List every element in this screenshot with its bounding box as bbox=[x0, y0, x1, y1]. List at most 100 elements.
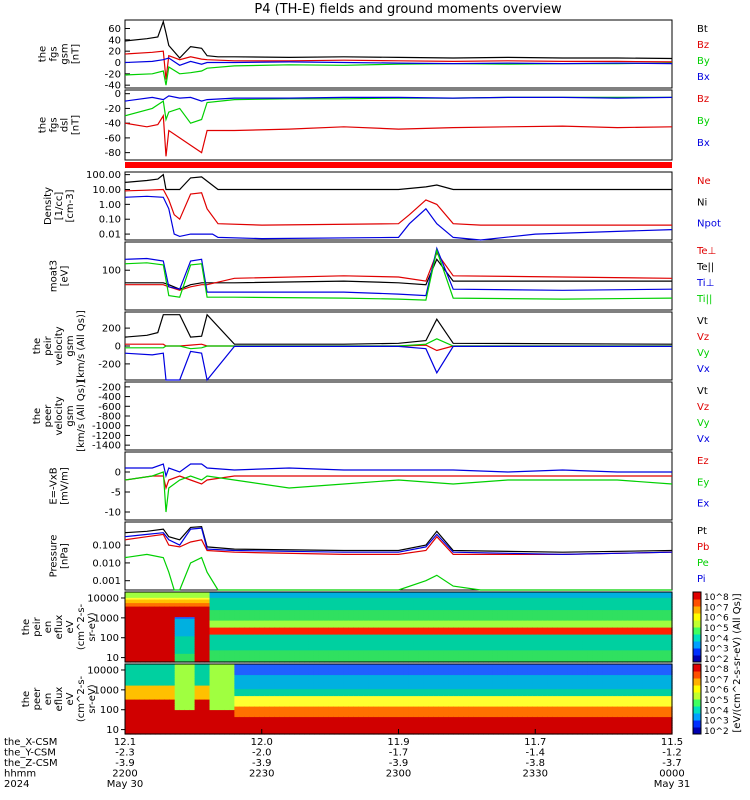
spectrogram-cell bbox=[403, 614, 410, 618]
spectrogram-cell bbox=[358, 630, 365, 633]
spectrogram-cell bbox=[214, 597, 221, 600]
spectrogram-cell bbox=[398, 651, 405, 654]
spectrogram-cell bbox=[408, 642, 415, 646]
spectrogram-cell bbox=[497, 604, 504, 607]
spectrogram-cell bbox=[269, 658, 275, 661]
spectrogram-cell bbox=[139, 648, 146, 651]
spectrogram-cell bbox=[408, 634, 415, 637]
legend-entry: Bx bbox=[697, 138, 710, 149]
spectrogram-cell bbox=[174, 623, 181, 626]
spectrogram-cell bbox=[368, 611, 375, 614]
spectrogram-cell bbox=[318, 614, 325, 618]
spectrogram-cell bbox=[463, 621, 469, 625]
spectrogram-cell bbox=[184, 621, 191, 625]
spectrogram-cell bbox=[323, 653, 330, 656]
spectrogram-cell bbox=[353, 632, 360, 635]
spectrogram-cell bbox=[512, 655, 519, 658]
panel-peer_velocity: the peer velocity gsm [km/s (All Qs)] -200-40… bbox=[32, 380, 710, 452]
spectrogram-cell bbox=[259, 641, 265, 644]
spectrogram-cell bbox=[189, 613, 196, 616]
ylabel-line: [km/s (All Qs)] bbox=[76, 310, 87, 382]
spectrogram-cell bbox=[144, 592, 151, 595]
spectrogram-cell bbox=[363, 660, 370, 663]
spectrogram-cell bbox=[194, 597, 201, 600]
spectrogram-cell bbox=[179, 600, 186, 604]
spectrogram-cell bbox=[388, 637, 395, 640]
spectrogram-cell bbox=[164, 607, 171, 611]
spectrogram-cell bbox=[433, 620, 439, 623]
spectrogram-cell bbox=[373, 592, 380, 595]
legend-entry: Bz bbox=[697, 40, 709, 51]
ytick-label: 200 bbox=[102, 324, 121, 335]
spectrogram-cell bbox=[194, 623, 201, 626]
spectrogram-cell bbox=[214, 641, 221, 644]
spectrogram-cell bbox=[418, 600, 424, 604]
spectrogram-cell bbox=[159, 646, 166, 649]
spectrogram-cell bbox=[502, 611, 509, 614]
spectrogram-cell bbox=[274, 607, 280, 611]
spectrogram-cell bbox=[219, 653, 226, 656]
spectrogram-cell bbox=[239, 637, 245, 640]
spectrogram-cell bbox=[209, 600, 216, 604]
spectrogram-cell bbox=[488, 618, 494, 621]
spectrogram-cell bbox=[468, 655, 474, 658]
spectrogram-cell bbox=[229, 632, 235, 635]
spectrogram-cell bbox=[308, 658, 315, 661]
spectrogram-cell bbox=[219, 635, 226, 639]
spectrogram-cell bbox=[259, 614, 265, 618]
spectrogram-cell bbox=[249, 655, 255, 658]
spectrogram-cell bbox=[244, 642, 250, 646]
spectrogram-cell bbox=[234, 614, 240, 618]
spectrogram-cell bbox=[259, 632, 265, 635]
spectrogram-cell bbox=[358, 656, 365, 660]
spectrogram-cell bbox=[154, 637, 161, 640]
spectrogram-cell bbox=[164, 635, 171, 639]
spectrogram-cell bbox=[438, 593, 444, 597]
spectrogram-cell bbox=[478, 620, 484, 623]
spectrogram-cell bbox=[249, 600, 255, 604]
series-line-red bbox=[124, 533, 673, 556]
spectrogram-cell bbox=[338, 634, 345, 637]
spectrogram-cell bbox=[328, 656, 335, 660]
spectrogram-cell bbox=[184, 651, 191, 654]
spectrogram-cell bbox=[144, 607, 151, 611]
spectrogram-cell bbox=[343, 630, 350, 633]
spectrogram-cell bbox=[318, 611, 325, 614]
spectrogram-cell bbox=[209, 639, 216, 642]
spectrogram-cell bbox=[159, 637, 166, 640]
spectrogram-cell bbox=[458, 614, 464, 618]
spectrogram-cell bbox=[318, 618, 325, 621]
spectrogram-cell bbox=[219, 639, 226, 642]
spectrogram-cell bbox=[358, 642, 365, 646]
spectrogram-cell bbox=[478, 658, 484, 661]
spectrogram-cell bbox=[125, 609, 131, 612]
spectrogram-cell bbox=[468, 599, 474, 602]
spectrogram-cell bbox=[209, 656, 216, 660]
spectrogram-cell bbox=[234, 593, 240, 597]
spectrogram-cell bbox=[229, 616, 235, 619]
spectrogram-cell bbox=[403, 648, 410, 651]
spectrogram-cell bbox=[274, 635, 280, 639]
ylabel-line: dsl bbox=[60, 118, 71, 132]
spectrogram-cell bbox=[224, 651, 231, 654]
spectrogram-cell bbox=[174, 607, 181, 611]
spectrogram-cell bbox=[348, 625, 355, 628]
series-line-red bbox=[124, 113, 673, 157]
spectrogram-cell bbox=[199, 642, 206, 646]
spectrogram-cell bbox=[492, 613, 499, 616]
spectrogram-cell bbox=[249, 635, 255, 639]
spectrogram-cell bbox=[209, 592, 216, 595]
spectrogram-cell bbox=[154, 660, 161, 663]
spectrogram-cell bbox=[438, 653, 444, 656]
spectrogram-cell bbox=[279, 616, 285, 619]
spectrogram-cell bbox=[159, 639, 166, 642]
spectrogram-cell bbox=[224, 648, 231, 651]
spectrogram-cell bbox=[318, 655, 325, 658]
spectrogram-cell bbox=[244, 644, 250, 647]
spectrogram-cell bbox=[264, 627, 270, 630]
spectrogram-cell bbox=[443, 613, 449, 616]
spectrogram-cell bbox=[199, 613, 206, 616]
spectrogram-cell bbox=[214, 637, 221, 640]
spectrogram-cell bbox=[239, 651, 245, 654]
